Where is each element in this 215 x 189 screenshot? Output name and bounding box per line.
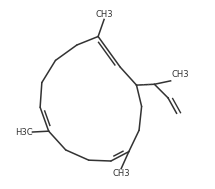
Text: CH3: CH3 [95, 10, 113, 19]
Text: CH3: CH3 [112, 169, 130, 178]
Text: CH3: CH3 [172, 70, 190, 79]
Text: H3C: H3C [15, 128, 32, 136]
